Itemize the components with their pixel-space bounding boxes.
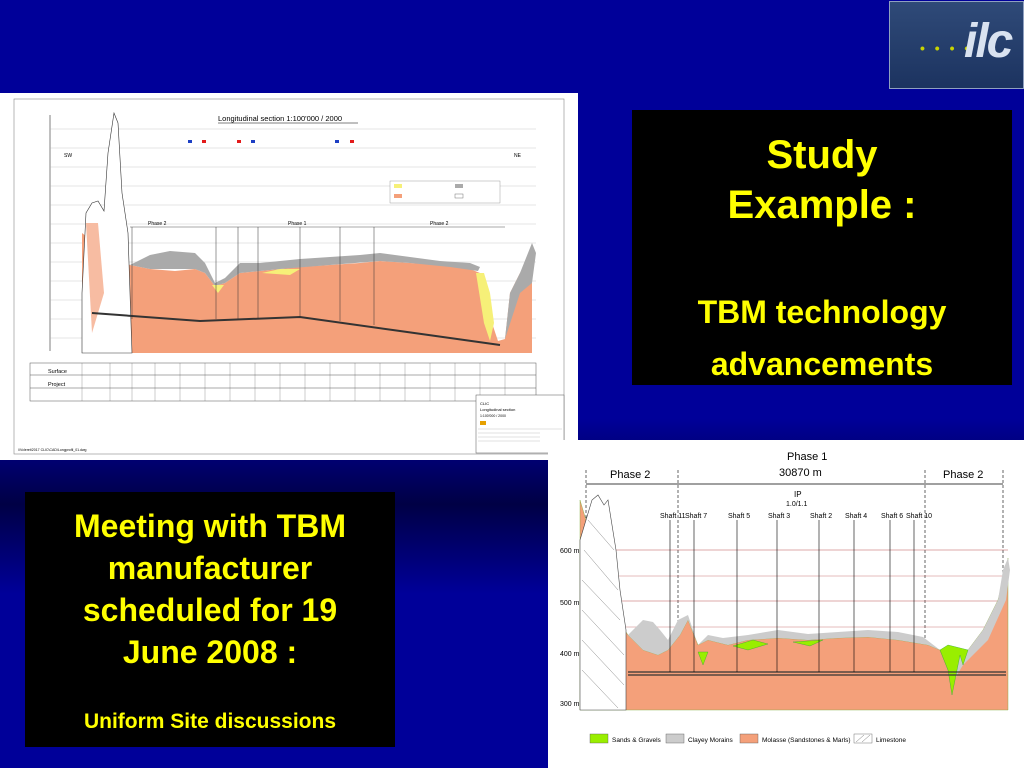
logo-text: ilc [964,15,1013,68]
shaft-4-label: Shaft 4 [845,513,867,520]
meeting-line3: scheduled for 19 [82,592,338,628]
meeting-line2: manufacturer [107,550,313,586]
phase-left-label: Phase 2 [148,221,167,227]
study-subtitle: TBM technology advancements [632,286,1012,390]
titleblock-line1: CLIC [480,401,489,406]
row-surface-label: Surface [48,369,67,375]
meeting-line1: Meeting with TBM [74,508,346,544]
shaft-11-label: Shaft 11 [660,513,686,520]
meeting-line4: June 2008 : [122,634,298,670]
legend-sands: Sands & Gravels [612,737,662,744]
longitudinal-section-drawing: Longitudinal section 1:100'000 / 2000 SW… [0,93,578,460]
elev-600: 600 m [560,548,580,555]
s2-phase-mid-len: 30870 m [779,467,822,479]
ilc-logo: • • • • • ilc [889,1,1024,89]
logo-dots: • • • • • [920,40,988,56]
elev-500: 500 m [560,600,580,607]
row-project-label: Project [48,382,66,388]
shaft-7-label: Shaft 7 [685,513,707,520]
legend-limestone: Limestone [876,737,906,744]
shaft-6-label: Shaft 6 [881,513,903,520]
geological-section-drawing: Phase 2 Phase 1 30870 m Phase 2 IP 1.0/1… [548,440,1024,768]
legend-molasse: Molasse (Sandstones & Marls) [762,737,851,744]
footer-path: \\Vcleret\2017 CLIC\CAD\Longprofil_01.dw… [18,448,87,452]
titleblock-line2: Longitudinal section [480,407,515,412]
study-sub-line2: advancements [710,346,934,382]
phase-mid-label: Phase 1 [288,221,307,227]
study-title: Study Example : [632,130,1012,230]
shaft-2-label: Shaft 2 [810,513,832,520]
label-ne: NE [514,153,522,159]
section-title: Longitudinal section 1:100'000 / 2000 [218,114,342,123]
study-title-line2: Example : [727,183,917,227]
shaft-3-label: Shaft 3 [768,513,790,520]
s2-phase-right: Phase 2 [943,469,983,481]
study-example-panel: Study Example : TBM technology advanceme… [632,110,1012,385]
elev-400: 400 m [560,651,580,658]
s2-ip-sub: 1.0/1.1 [786,501,808,508]
shaft-10-label: Shaft 10 [906,513,932,520]
study-sub-line1: TBM technology [697,294,947,330]
meeting-panel: Meeting with TBM manufacturer scheduled … [25,492,395,747]
s2-ip: IP [794,490,802,499]
phase-right-label: Phase 2 [430,221,449,227]
titleblock-line3: 1:100'000 / 2000 [480,414,506,418]
s2-phase-left: Phase 2 [610,469,650,481]
legend-moraines: Clayey Morains [688,737,734,744]
study-title-line1: Study [766,133,878,177]
shaft-5-label: Shaft 5 [728,513,750,520]
s2-phase-mid: Phase 1 [787,451,827,463]
meeting-text: Meeting with TBM manufacturer scheduled … [25,505,395,673]
elev-300: 300 m [560,701,580,708]
meeting-subtitle: Uniform Site discussions [83,710,337,733]
label-sw: SW [64,153,72,159]
